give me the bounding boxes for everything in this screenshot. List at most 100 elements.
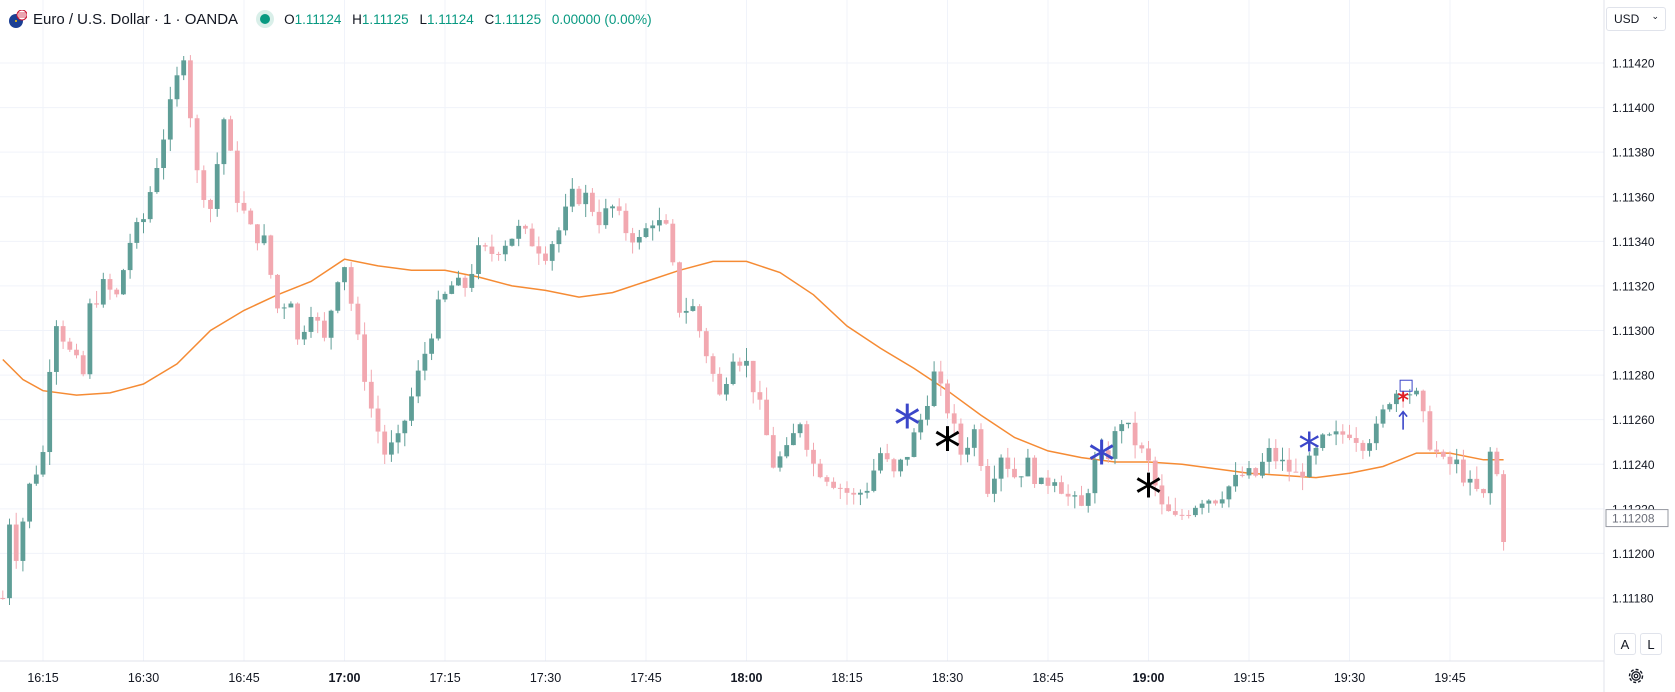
last-price-box (1605, 509, 1669, 528)
candle-body (1152, 460, 1158, 486)
candle-body (784, 445, 790, 457)
y-tick-label: 1.11320 (1612, 279, 1655, 293)
candle-body (1306, 455, 1312, 478)
candle-body (858, 492, 863, 495)
x-tick-label: 17:15 (429, 671, 460, 685)
signal-asterisk: * (1135, 463, 1162, 526)
candle-body (817, 463, 823, 478)
candle-body (147, 192, 153, 220)
candle-body (998, 457, 1004, 479)
x-tick-label: 18:00 (731, 671, 763, 685)
candle-body (837, 487, 843, 489)
log-scale-button[interactable]: L (1640, 633, 1662, 655)
candle-body (549, 244, 555, 261)
x-tick-label: 17:30 (530, 671, 561, 685)
candle-body (703, 331, 709, 357)
candle-body (757, 392, 763, 400)
price-axis[interactable]: 1.11420 1.11400 1.11380 1.11360 1.11340 1.113… (1605, 57, 1669, 606)
candle-body (1400, 393, 1406, 396)
candle-body (797, 424, 803, 434)
candle-body (884, 453, 890, 460)
candle-body (811, 449, 816, 464)
signal-box (1399, 379, 1413, 392)
candle-body (1286, 459, 1292, 472)
candle-body (402, 420, 408, 434)
candle-body (1347, 434, 1352, 439)
open-label: O (284, 11, 295, 27)
candle-body (1132, 422, 1138, 446)
candle-body (87, 303, 93, 375)
candle-body (516, 225, 522, 239)
candle-body (1481, 488, 1486, 494)
y-tick-label: 1.11240 (1612, 458, 1655, 472)
candle-body (1461, 459, 1466, 483)
candle-body (623, 210, 629, 234)
candle-body (409, 396, 414, 421)
candle-body (1038, 477, 1044, 484)
candle-body (27, 483, 32, 522)
gear-icon[interactable] (1626, 666, 1646, 686)
x-tick-label: 18:15 (831, 671, 862, 685)
candle-body (288, 303, 294, 308)
eur-usd-flag-icon (9, 9, 27, 28)
candle-body (1193, 507, 1198, 516)
candle-body (717, 373, 723, 395)
candle-body (94, 303, 99, 305)
candle-body (342, 267, 347, 283)
auto-scale-button[interactable]: A (1614, 633, 1636, 655)
candle-body (1380, 409, 1386, 424)
market-status-indicator[interactable] (260, 14, 271, 24)
candle-body (925, 405, 930, 420)
candle-body (40, 452, 46, 475)
x-tick-label: 17:45 (630, 671, 661, 685)
candle-body (1065, 493, 1071, 497)
candle-body (1199, 503, 1205, 508)
candle-body (770, 435, 776, 468)
candle-body (750, 360, 756, 393)
candle-body (509, 238, 515, 246)
candle-body (368, 381, 374, 409)
x-tick-label: 18:30 (932, 671, 963, 685)
candle-body (610, 206, 615, 209)
candle-body (931, 371, 937, 406)
candle-body (951, 413, 957, 424)
candle-body (1085, 493, 1091, 506)
candle-body (576, 188, 582, 205)
candle-body (904, 456, 910, 460)
candle-body (1280, 459, 1285, 462)
candle-body (616, 206, 622, 211)
candle-body (382, 431, 388, 455)
candle-body (529, 228, 535, 247)
low-value: 1.11124 (426, 11, 474, 27)
candle-body (777, 456, 783, 468)
candle-body (1032, 457, 1037, 484)
candle-body (134, 222, 140, 243)
candle-body (1072, 495, 1078, 497)
candle-body (851, 492, 857, 495)
candle-body (643, 228, 649, 237)
candle-body (322, 320, 327, 338)
currency-selector[interactable]: USD ⌄ (1606, 7, 1666, 31)
candle-body (650, 225, 656, 229)
candle-body (80, 355, 86, 375)
candle-body (1213, 500, 1218, 504)
high-label: H (352, 11, 362, 27)
candle-body (864, 490, 870, 493)
candle-body (1246, 468, 1252, 476)
candle-body (1353, 438, 1359, 443)
candle-body (1226, 486, 1232, 500)
time-axis[interactable]: 16:15 16:30 16:45 17:00 17:15 17:30 17:45 18:00… (27, 671, 1465, 685)
candle-body (744, 360, 749, 366)
candle-body (268, 235, 274, 275)
close-value: 1.11125 (494, 11, 542, 27)
candle-body (362, 334, 367, 382)
candle-body (181, 60, 187, 76)
y-tick-label: 1.11380 (1612, 146, 1655, 160)
candle-body (375, 408, 381, 432)
candle-body (395, 433, 401, 443)
symbol-title[interactable]: Euro / U.S. Dollar · 1 · OANDA (33, 10, 239, 28)
candle-body (563, 206, 568, 231)
candle-body (1320, 434, 1326, 449)
candle-body (100, 279, 106, 305)
